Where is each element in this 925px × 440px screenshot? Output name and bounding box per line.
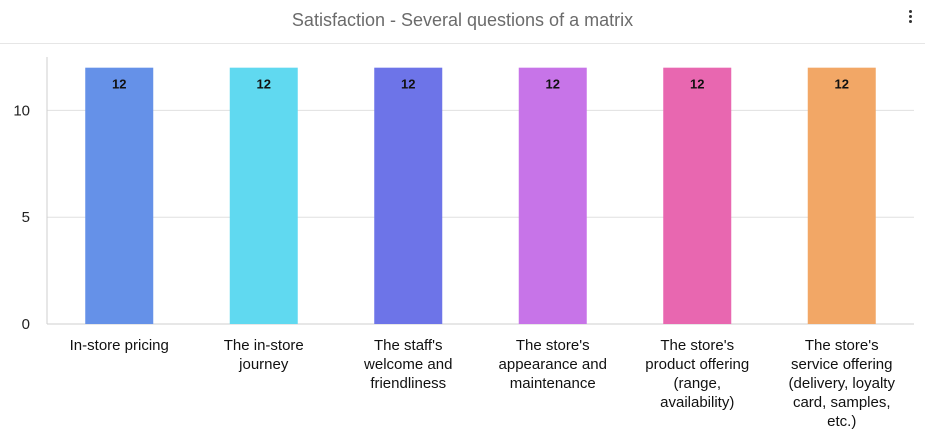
x-tick-label-line: maintenance <box>510 375 596 392</box>
x-tick-label: The in-store journey <box>224 337 304 373</box>
x-tick-label-line: journey <box>238 356 289 373</box>
bar[interactable] <box>807 67 876 325</box>
x-tick-label-line: availability) <box>660 394 734 411</box>
x-tick-label-line: card, samples, <box>793 394 891 411</box>
x-tick-label-line: The staff's <box>374 337 442 354</box>
x-tick-label-line: product offering <box>645 356 749 373</box>
x-tick-label-line: The store's <box>660 337 734 354</box>
x-tick-label: The store's service offering (delivery, lo… <box>789 337 896 430</box>
bar[interactable] <box>663 67 732 325</box>
data-label: 12 <box>112 77 126 92</box>
data-label: 12 <box>257 77 271 92</box>
x-tick-label-line: (delivery, loyalty <box>789 375 896 392</box>
bar[interactable] <box>374 67 443 325</box>
data-label: 12 <box>690 77 704 92</box>
x-tick-label-line: The in-store <box>224 337 304 354</box>
x-tick-label: In-store pricing <box>70 337 169 354</box>
more-vertical-icon[interactable] <box>903 6 917 26</box>
x-tick-label-line: etc.) <box>827 413 856 430</box>
x-tick-label-line: welcome and <box>363 356 452 373</box>
bar[interactable] <box>518 67 587 325</box>
data-label: 12 <box>835 77 849 92</box>
x-tick-label-line: friendliness <box>370 375 446 392</box>
x-tick-label-line: The store's <box>516 337 590 354</box>
x-tick-label: The staff's welcome and friendliness <box>363 337 452 392</box>
data-label: 12 <box>546 77 560 92</box>
bar[interactable] <box>229 67 298 325</box>
y-tick-label: 0 <box>22 316 30 333</box>
x-tick-label-line: appearance and <box>499 356 607 373</box>
chart-header: Satisfaction - Several questions of a ma… <box>0 0 925 44</box>
x-tick-label-line: In-store pricing <box>70 337 169 354</box>
chart-title: Satisfaction - Several questions of a ma… <box>291 10 634 30</box>
y-tick-label: 10 <box>13 102 30 119</box>
x-tick-label-line: The store's <box>805 337 879 354</box>
x-tick-label-line: (range, <box>673 375 721 392</box>
x-tick-label-line: service offering <box>791 356 892 373</box>
data-label: 12 <box>401 77 415 92</box>
x-tick-label: The store's product offering (range, availa… <box>645 337 749 411</box>
x-tick-label: The store's appearance and maintenance <box>499 337 607 392</box>
bar[interactable] <box>85 67 154 325</box>
y-tick-label: 5 <box>22 209 30 226</box>
